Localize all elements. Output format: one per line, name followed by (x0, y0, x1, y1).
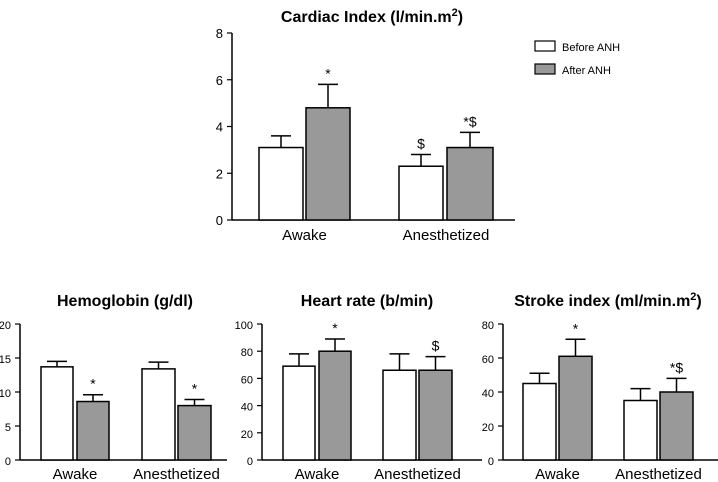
significance-marker: * (332, 320, 338, 336)
y-tick-label: 100 (235, 320, 253, 332)
x-category-label: Anesthetized (615, 466, 702, 482)
bar (282, 365, 316, 461)
bar (177, 404, 212, 461)
chart-title-text: Stroke index (ml/min.m (514, 293, 690, 310)
significance-marker: $ (417, 136, 425, 152)
bar (305, 107, 351, 221)
y-tick-label: 0 (488, 456, 494, 468)
significance-marker: * (192, 380, 198, 396)
x-category-label: Awake (282, 227, 327, 244)
chart-title-superscript: 2 (452, 7, 458, 19)
legend-swatch (534, 63, 556, 75)
bar (40, 366, 74, 461)
bar (623, 399, 658, 461)
y-tick-label: 4 (216, 120, 223, 135)
y-tick-label: 5 (5, 422, 11, 434)
chart-title-end: ) (458, 9, 463, 26)
y-tick-label: 8 (216, 26, 223, 41)
bar (258, 146, 304, 221)
y-tick-label: 20 (0, 320, 11, 332)
y-tick-label: 15 (0, 354, 11, 366)
y-tick-label: 60 (241, 374, 253, 386)
y-tick-label: 0 (5, 456, 11, 468)
bar (446, 146, 494, 221)
legend-swatch (534, 40, 556, 52)
bar (382, 369, 417, 461)
bar (558, 355, 593, 461)
y-tick-label: 60 (482, 354, 494, 366)
x-category-label: Anesthetized (374, 466, 461, 482)
bar (141, 368, 176, 461)
y-tick-label: 20 (241, 429, 253, 441)
y-tick-label: 2 (216, 166, 223, 181)
chart-title: Cardiac Index (l/min.m2) (281, 7, 463, 26)
x-category-label: Anesthetized (403, 227, 490, 244)
legend-label: Before ANH (562, 42, 620, 54)
y-tick-label: 80 (241, 347, 253, 359)
legend: Before ANH After ANH (534, 40, 620, 77)
y-tick-label: 40 (482, 388, 494, 400)
chart-panel: Stroke index (ml/min.m2) 0 20 40 60 80 * *$ Awak… (482, 291, 718, 482)
significance-marker: * (573, 320, 579, 336)
chart-title-text: Heart rate (b/min) (301, 293, 433, 310)
significance-marker: $ (432, 338, 440, 354)
y-tick-label: 80 (482, 320, 494, 332)
chart-panel: Hemoglobin (g/dl) 0 5 10 15 20 * * Awake Anesthet… (0, 293, 227, 482)
x-category-label: Awake (53, 466, 98, 482)
x-category-label: Awake (535, 466, 580, 482)
chart-title: Heart rate (b/min) (301, 293, 433, 310)
bar (398, 165, 444, 221)
significance-marker: *$ (463, 113, 476, 129)
bar (659, 391, 694, 461)
bar (522, 382, 557, 461)
chart-title-end: ) (696, 293, 701, 310)
y-tick-label: 0 (247, 456, 253, 468)
x-category-label: Awake (295, 466, 340, 482)
significance-marker: * (90, 376, 96, 392)
significance-marker: *$ (670, 359, 683, 375)
significance-marker: * (325, 65, 331, 81)
y-tick-label: 0 (216, 213, 223, 228)
bar (318, 350, 352, 461)
bar (76, 400, 110, 461)
bar (418, 369, 453, 461)
chart-panel: Heart rate (b/min) 0 20 40 60 80 100 * $ Awake Ane… (235, 293, 482, 482)
y-tick-label: 20 (482, 422, 494, 434)
y-tick-label: 6 (216, 73, 223, 88)
chart-title: Stroke index (ml/min.m2) (514, 291, 702, 310)
legend-label: After ANH (562, 65, 611, 77)
x-category-label: Anesthetized (133, 466, 220, 482)
y-tick-label: 10 (0, 388, 11, 400)
chart-title-superscript: 2 (690, 291, 696, 303)
chart-title: Hemoglobin (g/dl) (57, 293, 193, 310)
chart-title-text: Cardiac Index (l/min.m (281, 9, 452, 26)
chart-title-text: Hemoglobin (g/dl) (57, 293, 193, 310)
y-tick-label: 40 (241, 402, 253, 414)
